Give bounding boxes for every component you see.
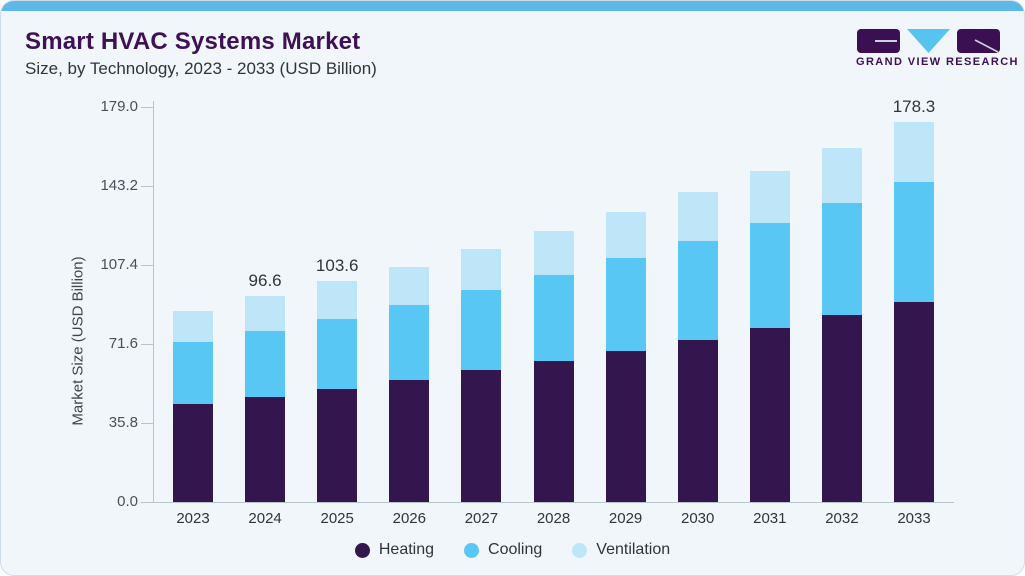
bar-segment-cooling-2023 bbox=[173, 341, 213, 405]
bar-segment-heating-2025 bbox=[317, 389, 358, 502]
bar-segment-heating-2024 bbox=[245, 397, 286, 502]
bar-segment-ventilation-2026 bbox=[389, 266, 430, 305]
bar-segment-ventilation-2031 bbox=[749, 170, 790, 223]
legend-item-heating: Heating bbox=[354, 541, 435, 559]
legend-dot-heating-icon bbox=[354, 542, 370, 558]
y-tick-mark bbox=[141, 106, 153, 108]
bar-segment-ventilation-2027 bbox=[461, 248, 502, 291]
bar-segment-cooling-2029 bbox=[605, 258, 646, 352]
bar-segment-heating-2026 bbox=[389, 380, 430, 502]
bar-total-label-2024: 96.6 bbox=[248, 271, 282, 291]
bar-segment-cooling-2024 bbox=[245, 331, 286, 398]
x-tick-label-2033: 2033 bbox=[897, 510, 931, 527]
legend-label-cooling: Cooling bbox=[488, 541, 543, 558]
bar-segment-heating-2033 bbox=[894, 301, 934, 502]
bar-segment-ventilation-2025 bbox=[317, 281, 358, 319]
bar-segment-heating-2030 bbox=[677, 339, 718, 502]
gvr-logo-icon bbox=[857, 29, 1000, 53]
bar-segment-cooling-2030 bbox=[677, 241, 718, 340]
bar-segment-cooling-2031 bbox=[749, 222, 790, 328]
y-tick-mark bbox=[141, 343, 153, 345]
legend-label-ventilation: Ventilation bbox=[596, 541, 671, 558]
bar-segment-cooling-2032 bbox=[821, 203, 862, 316]
x-tick-label-2024: 2024 bbox=[248, 510, 282, 527]
x-tick-label-2030: 2030 bbox=[681, 510, 715, 527]
x-tick-label-2023: 2023 bbox=[176, 510, 210, 527]
bar-segment-heating-2032 bbox=[821, 315, 862, 502]
x-tick-label-2027: 2027 bbox=[464, 510, 499, 527]
bar-segment-heating-2023 bbox=[173, 404, 213, 502]
bar-segment-cooling-2027 bbox=[461, 290, 502, 371]
bar-segment-cooling-2026 bbox=[389, 305, 430, 381]
legend-dot-ventilation-icon bbox=[572, 542, 588, 558]
y-tick-mark bbox=[141, 185, 153, 187]
bar-segment-ventilation-2033 bbox=[894, 121, 934, 182]
bar-segment-heating-2029 bbox=[605, 351, 646, 502]
y-tick-label: 179.0 bbox=[100, 97, 138, 115]
x-tick-label-2031: 2031 bbox=[753, 510, 787, 527]
bar-segment-heating-2027 bbox=[461, 370, 502, 502]
bar-total-label-2033: 178.3 bbox=[892, 96, 936, 116]
bar-segment-ventilation-2028 bbox=[533, 231, 574, 275]
y-tick-mark bbox=[141, 264, 153, 266]
chart-legend: Heating Cooling Ventilation bbox=[1, 538, 1024, 562]
legend-item-cooling: Cooling bbox=[464, 541, 542, 559]
bar-total-label-2025: 103.6 bbox=[315, 256, 359, 276]
bar-segment-ventilation-2030 bbox=[677, 191, 718, 242]
x-tick-label-2028: 2028 bbox=[536, 510, 571, 527]
gvr-logo-wordmark: GRAND VIEW RESEARCH bbox=[856, 56, 1019, 68]
y-tick-label: 107.4 bbox=[100, 255, 138, 273]
bar-segment-cooling-2028 bbox=[533, 274, 574, 362]
x-axis-line bbox=[141, 502, 954, 503]
bar-segment-ventilation-2024 bbox=[245, 296, 286, 331]
x-tick-label-2026: 2026 bbox=[392, 510, 426, 527]
y-tick-label: 35.8 bbox=[108, 413, 138, 431]
bar-segment-ventilation-2029 bbox=[605, 212, 646, 259]
bar-segment-ventilation-2023 bbox=[173, 310, 213, 342]
bar-segment-ventilation-2032 bbox=[821, 147, 862, 204]
y-axis-line bbox=[153, 101, 154, 503]
bar-segment-cooling-2025 bbox=[317, 318, 358, 390]
chart-subtitle: Size, by Technology, 2023 - 2033 (USD Bi… bbox=[25, 59, 377, 78]
legend-label-heating: Heating bbox=[378, 541, 435, 558]
y-tick-label: 0.0 bbox=[117, 493, 138, 510]
grand-view-research-logo: GRAND VIEW RESEARCH bbox=[856, 28, 1019, 72]
legend-dot-cooling-icon bbox=[464, 542, 480, 558]
bar-segment-cooling-2033 bbox=[894, 181, 934, 302]
x-tick-label-2032: 2032 bbox=[825, 510, 859, 527]
bar-segment-heating-2028 bbox=[533, 361, 574, 502]
y-tick-label: 143.2 bbox=[100, 176, 138, 194]
y-tick-mark bbox=[141, 422, 153, 424]
top-accent-bar bbox=[1, 1, 1024, 11]
y-tick-label: 71.6 bbox=[108, 334, 138, 352]
chart-title: Smart HVAC Systems Market bbox=[25, 28, 361, 55]
x-tick-label-2029: 2029 bbox=[608, 510, 643, 527]
x-tick-label-2025: 2025 bbox=[320, 510, 354, 527]
legend-item-ventilation: Ventilation bbox=[572, 541, 670, 559]
bar-segment-heating-2031 bbox=[749, 327, 790, 502]
